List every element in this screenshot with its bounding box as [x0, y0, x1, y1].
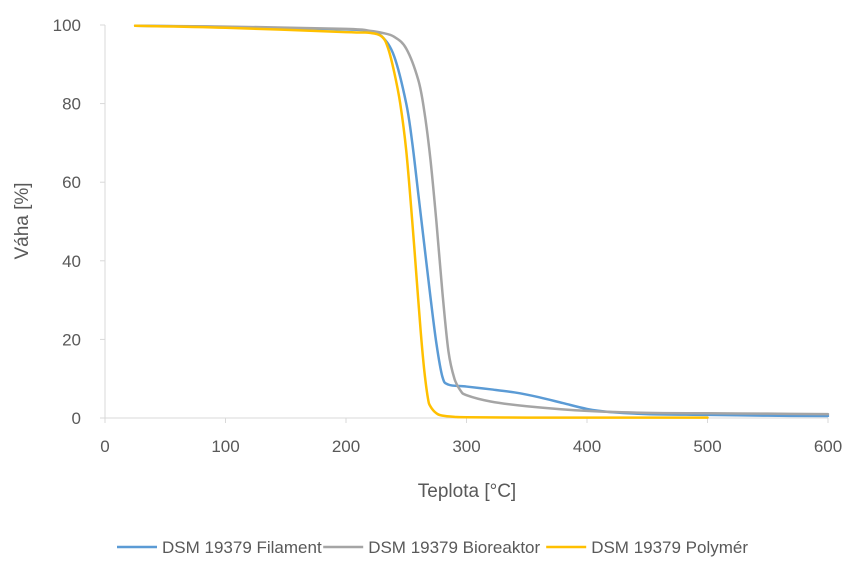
x-axis-title: Teplota [°C]	[418, 481, 516, 502]
x-tick-label: 300	[452, 437, 480, 456]
series-line-2	[133, 24, 830, 416]
legend-label: DSM 19379 Filament	[162, 538, 322, 557]
axes: 0 100 200 300 400 500 600 0 20 40 60 80 100	[53, 16, 843, 456]
x-tick-label: 400	[573, 437, 601, 456]
y-tick-label: 100	[53, 16, 81, 35]
x-tick-label: 0	[100, 437, 109, 456]
legend-label: DSM 19379 Polymér	[591, 538, 748, 557]
x-tick-label: 100	[211, 437, 239, 456]
x-tick-label: 600	[814, 437, 842, 456]
series-line-3	[133, 24, 709, 419]
series-line-1	[133, 24, 830, 418]
y-tick-label: 40	[62, 252, 81, 271]
y-axis-title: Váha [%]	[12, 182, 33, 259]
y-tick-label: 20	[62, 330, 81, 349]
x-tick-label: 200	[332, 437, 360, 456]
legend: DSM 19379 Filament DSM 19379 Bioreaktor DS…	[117, 538, 748, 557]
x-tick-label: 500	[693, 437, 721, 456]
legend-label: DSM 19379 Bioreaktor	[368, 538, 540, 557]
series-lines	[133, 24, 830, 419]
y-tick-label: 60	[62, 173, 81, 192]
y-tick-label: 0	[72, 409, 81, 428]
y-tick-label: 80	[62, 95, 81, 114]
